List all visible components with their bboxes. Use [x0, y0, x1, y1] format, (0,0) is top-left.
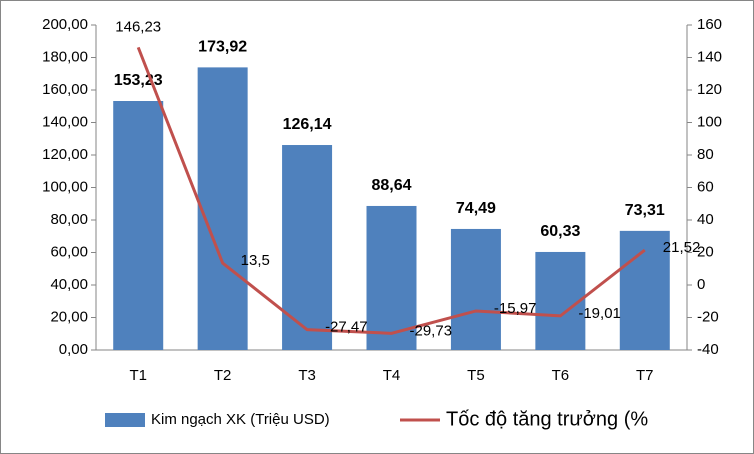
data-label: 126,14: [283, 116, 332, 133]
y-tick-label: 0,00: [59, 341, 88, 358]
legend-swatch: [105, 413, 145, 427]
data-label: 60,33: [540, 223, 580, 240]
y2-tick-label: -20: [697, 308, 719, 325]
bar: [450, 228, 501, 350]
x-tick-label: T6: [552, 367, 570, 384]
y2-tick-label: 160: [697, 16, 722, 33]
legend-label: Tốc độ tăng trưởng (%: [446, 408, 648, 430]
data-label: 88,64: [371, 177, 411, 194]
x-tick-label: T5: [467, 367, 485, 384]
bar: [535, 251, 586, 350]
y-tick-label: 20,00: [50, 308, 88, 325]
data-label: -15,97: [494, 300, 537, 317]
data-label: 173,92: [198, 39, 247, 56]
x-tick-label: T1: [129, 367, 147, 384]
line: [136, 46, 646, 335]
y2-tick-label: 140: [697, 48, 722, 65]
y2-tick-label: 120: [697, 81, 722, 98]
data-label: -19,01: [578, 305, 621, 322]
x-tick-label: T4: [383, 367, 401, 384]
data-label: 21,52: [663, 239, 701, 256]
y-tick-label: 140,00: [42, 113, 88, 130]
data-label: 74,49: [456, 200, 496, 217]
y2-tick-label: 80: [697, 146, 714, 163]
x-tick-label: T7: [636, 367, 654, 384]
y2-tick-label: 20: [697, 243, 714, 260]
y-tick-label: 80,00: [50, 211, 88, 228]
y2-tick-label: -40: [697, 341, 719, 358]
x-tick-label: T2: [214, 367, 232, 384]
bar: [113, 101, 164, 350]
bar: [197, 67, 248, 350]
y-tick-label: 160,00: [42, 81, 88, 98]
y-tick-label: 200,00: [42, 16, 88, 33]
data-label: 13,5: [241, 252, 270, 269]
data-label: -27,47: [325, 319, 368, 336]
y-tick-label: 60,00: [50, 243, 88, 260]
y2-tick-label: 100: [697, 113, 722, 130]
y-tick-label: 120,00: [42, 146, 88, 163]
y2-tick-label: 40: [697, 211, 714, 228]
y-tick-label: 100,00: [42, 178, 88, 195]
y2-tick-label: 0: [697, 276, 705, 293]
y-tick-label: 180,00: [42, 48, 88, 65]
data-label: 73,31: [625, 202, 665, 219]
data-label: 153,23: [114, 72, 163, 89]
data-label: 146,23: [115, 18, 161, 35]
data-label: -29,73: [410, 322, 453, 339]
x-tick-label: T3: [298, 367, 316, 384]
legend-label: Kim ngạch XK (Triệu USD): [151, 411, 330, 428]
y-tick-label: 40,00: [50, 276, 88, 293]
y2-tick-label: 60: [697, 178, 714, 195]
bar: [366, 205, 417, 350]
